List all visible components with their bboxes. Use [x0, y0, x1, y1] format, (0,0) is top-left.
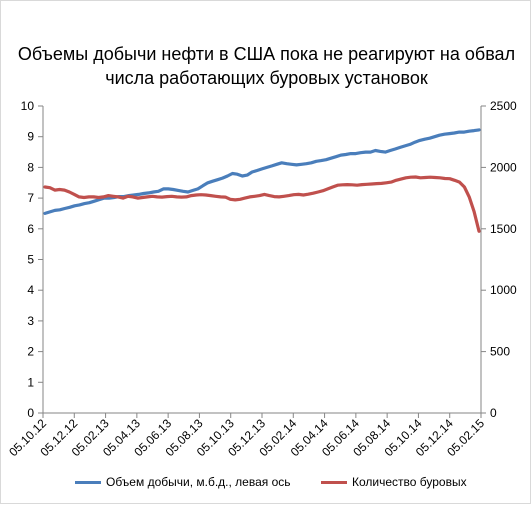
chart-title-line-1: Объемы добычи нефти в США пока не реагир… [17, 44, 516, 64]
chart-legend: Объем добычи, м.б.д., левая ось Количест… [1, 475, 531, 495]
legend-label-rigs: Количество буровых [352, 475, 467, 489]
y-right-tick-label: 1000 [490, 283, 517, 297]
y-left-tick-label: 1 [27, 375, 34, 389]
legend-swatch-production [75, 480, 101, 484]
y-right-tick-label: 2500 [490, 99, 517, 113]
y-left-tick-label: 6 [27, 222, 34, 236]
y-left-tick-label: 9 [27, 130, 34, 144]
y-right-tick-label: 0 [490, 406, 497, 420]
chart-title-line-2: числа работающих буровых установок [105, 68, 428, 88]
y-left-tick-label: 3 [27, 314, 34, 328]
legend-swatch-rigs [321, 480, 347, 484]
legend-label-production: Объем добычи, м.б.д., левая ось [106, 475, 291, 489]
legend-item-production: Объем добычи, м.б.д., левая ось [75, 475, 291, 489]
legend-item-rigs: Количество буровых [321, 475, 467, 489]
y-left-tick-label: 4 [27, 283, 34, 297]
y-left-tick-label: 5 [27, 253, 34, 267]
series-line-production [43, 128, 481, 215]
y-left-tick-label: 0 [27, 406, 34, 420]
y-right-tick-label: 500 [490, 345, 510, 359]
y-left-tick-label: 8 [27, 160, 34, 174]
y-right-tick-label: 2000 [490, 160, 517, 174]
y-left-tick-label: 2 [27, 345, 34, 359]
y-right-tick-label: 1500 [490, 222, 517, 236]
y-left-tick-label: 7 [27, 191, 34, 205]
y-left-tick-label: 10 [21, 99, 35, 113]
series-line-rigs [43, 175, 481, 233]
chart-title: Объемы добычи нефти в США пока не реагир… [1, 42, 531, 90]
